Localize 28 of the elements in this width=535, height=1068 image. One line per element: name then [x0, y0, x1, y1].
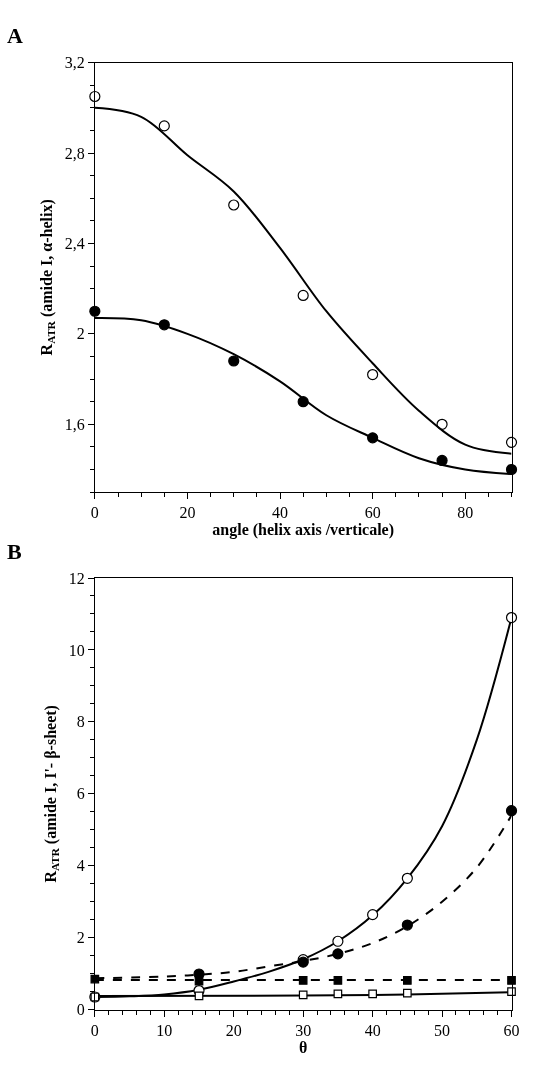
x-tick-label: 30 [295, 1021, 312, 1039]
chart-title: A [7, 23, 23, 48]
x-tick-label: 80 [457, 504, 474, 522]
x-axis-title: θ [299, 1038, 308, 1056]
x-tick-label: 40 [272, 504, 289, 522]
x-tick-label: 20 [179, 504, 196, 522]
y-tick-label: 1,6 [64, 415, 85, 433]
y-tick-label: 12 [68, 569, 85, 587]
y-tick-label: 8 [76, 713, 85, 731]
x-tick-label: 50 [434, 1021, 451, 1039]
x-tick-label: 0 [90, 504, 99, 522]
x-tick-label: 60 [364, 504, 381, 522]
y-tick-label: 2,4 [64, 235, 85, 253]
x-tick-label: 20 [225, 1021, 242, 1039]
x-tick-label: 60 [503, 1021, 520, 1039]
y-tick-label: 6 [76, 785, 85, 803]
x-tick-label: 10 [156, 1021, 173, 1039]
y-tick-label: 4 [76, 857, 85, 875]
x-tick-label: 0 [90, 1021, 99, 1039]
y-tick-label: 3,2 [64, 54, 85, 72]
chart-title: B [7, 539, 22, 564]
y-tick-label: 2 [76, 929, 85, 947]
x-axis-title: angle (helix axis /verticale) [212, 521, 395, 540]
y-tick-label: 10 [68, 641, 85, 659]
x-tick-label: 40 [364, 1021, 381, 1039]
y-tick-label: 0 [76, 1001, 85, 1019]
y-tick-label: 2 [76, 325, 85, 343]
y-tick-label: 2,8 [64, 144, 85, 162]
